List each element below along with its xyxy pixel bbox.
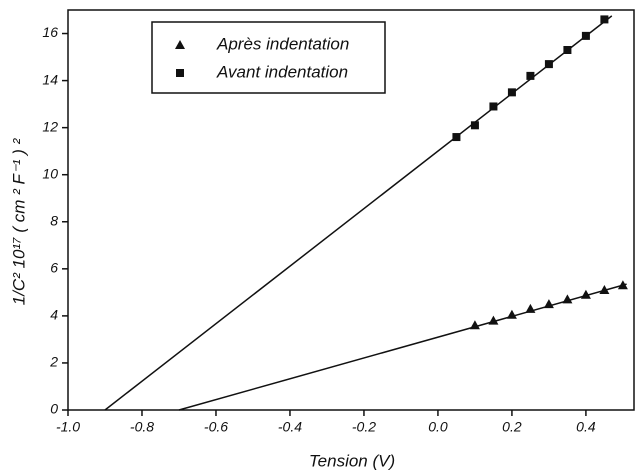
y-tick-label: 10 [42,165,58,181]
y-tick-label: 6 [50,260,58,276]
fit-line [178,283,627,411]
x-tick-label: 0.2 [502,419,522,435]
square-marker [452,133,461,142]
x-tick-label: -0.2 [352,419,376,435]
square-marker [581,31,590,40]
x-axis-label: Tension (V) [309,451,395,470]
y-tick-label: 0 [50,401,58,417]
y-axis-label: 1/C² 10¹⁷ ( cm ² F⁻¹ ) ² [9,137,28,305]
x-tick-label: -0.8 [130,419,154,435]
y-tick-label: 2 [49,354,58,370]
x-tick-label: 0.0 [428,419,448,435]
square-marker [526,71,535,80]
triangle-marker [562,294,573,304]
x-tick-label: -0.4 [278,419,302,435]
square-marker [507,88,516,97]
square-marker [600,15,609,24]
x-tick-label: -0.6 [204,419,228,435]
square-marker [563,46,572,54]
y-tick-label: 14 [42,71,58,87]
legend [151,21,386,94]
x-tick-label: -1.0 [56,419,80,435]
square-marker [176,69,184,77]
fit-line [104,15,613,411]
y-tick-label: 8 [50,212,58,228]
triangle-marker [469,320,480,330]
triangle-marker [488,315,499,325]
x-tick-label: 0.4 [576,419,596,435]
y-tick-label: 12 [42,118,58,134]
y-tick-label: 4 [50,307,58,323]
plot-frame [67,9,635,411]
triangle-marker [506,309,517,319]
triangle-marker [599,285,610,294]
y-tick-label: 16 [42,24,58,40]
triangle-marker [543,299,554,309]
legend-label: Avant indentation [216,62,348,81]
square-marker [470,121,479,130]
legend-label: Après indentation [216,34,349,53]
square-marker [544,60,553,69]
triangle-marker [580,289,591,299]
square-marker [489,102,498,111]
triangle-marker [617,280,628,290]
triangle-marker [525,303,536,313]
triangle-marker [175,40,185,49]
